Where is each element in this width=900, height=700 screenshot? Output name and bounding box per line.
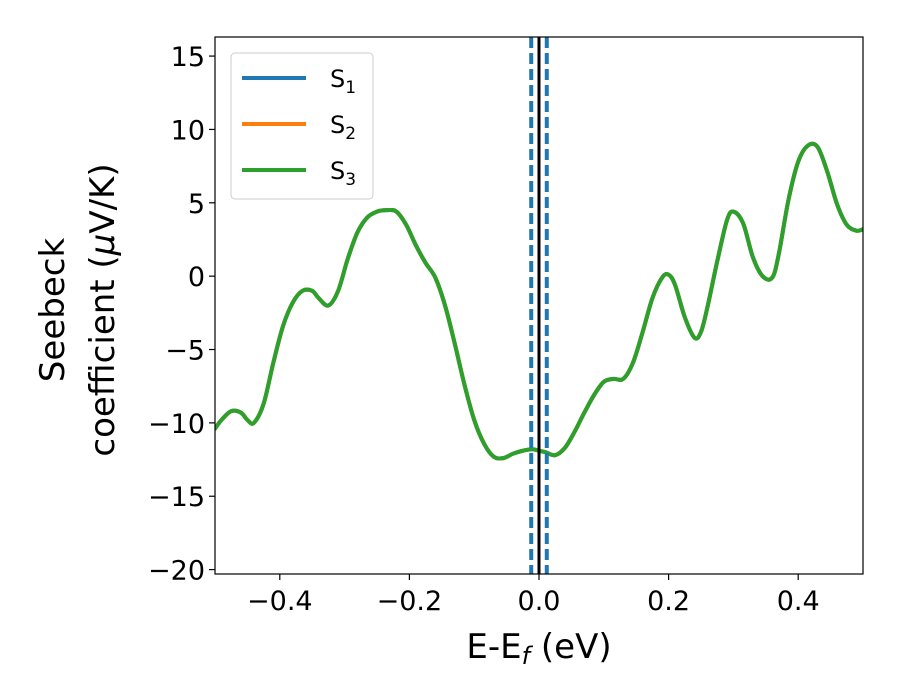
x-tick-label: −0.4: [247, 586, 313, 617]
x-tick-label: −0.2: [377, 586, 443, 617]
x-tick-label: 0.4: [777, 586, 820, 617]
y-tick-label: −15: [148, 482, 205, 513]
y-axis-label-line1: Seebeck: [33, 238, 73, 383]
y-tick-label: 15: [171, 42, 205, 73]
x-tick-label: 0.0: [518, 586, 561, 617]
legend-label-s1: S1: [330, 65, 356, 98]
y-tick-label: 10: [171, 115, 205, 146]
x-tick-label: 0.2: [647, 586, 690, 617]
series-line-s3: [215, 141, 863, 461]
y-axis-label-line2: coefficient (μV/K): [83, 163, 123, 456]
y-axis-label: Seebeck coefficient (μV/K): [33, 163, 123, 456]
x-axis-label: E-Ef (eV): [466, 627, 611, 670]
legend-label-s2: S2: [330, 111, 356, 144]
legend-label-s3: S3: [330, 157, 356, 190]
y-tick-label: 0: [188, 262, 205, 293]
legend: S1 S2 S3: [230, 52, 374, 200]
y-tick-label: 5: [188, 189, 205, 220]
y-tick-label: −10: [148, 409, 205, 440]
y-tick-label: −5: [165, 336, 205, 367]
y-tick-label: −20: [148, 556, 205, 587]
